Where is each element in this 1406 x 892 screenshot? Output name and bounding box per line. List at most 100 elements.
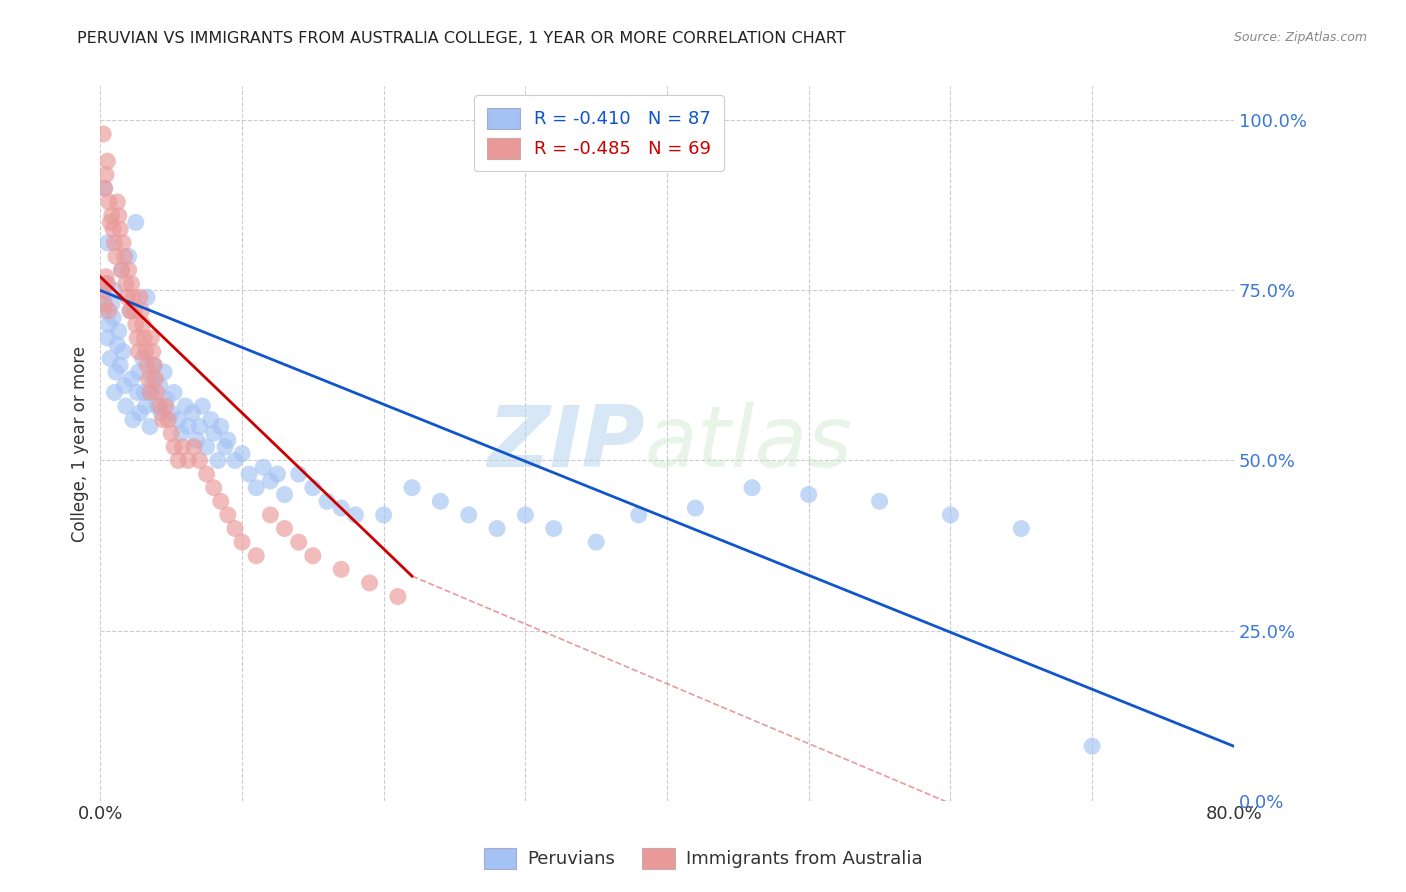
Point [97, 318, 120, 332]
Point [143, 358, 166, 372]
Point [104, 249, 127, 263]
Point [111, 235, 134, 250]
Point [273, 522, 295, 536]
Point [183, 440, 205, 454]
Point [135, 399, 157, 413]
Point [110, 263, 132, 277]
Point [330, 562, 353, 576]
Point [188, 419, 211, 434]
Point [132, 318, 155, 332]
Point [139, 385, 162, 400]
Point [287, 535, 309, 549]
Point [224, 453, 246, 467]
Point [104, 365, 127, 379]
Point [302, 481, 325, 495]
Point [121, 277, 143, 291]
Point [217, 433, 239, 447]
Point [245, 549, 267, 563]
Point [741, 481, 763, 495]
Point [486, 522, 509, 536]
Point [217, 508, 239, 522]
Point [103, 235, 125, 250]
Point [191, 399, 214, 413]
Point [142, 344, 165, 359]
Point [266, 467, 288, 482]
Text: atlas: atlas [644, 402, 852, 485]
Text: PERUVIAN VS IMMIGRANTS FROM AUSTRALIA COLLEGE, 1 YEAR OR MORE CORRELATION CHART: PERUVIAN VS IMMIGRANTS FROM AUSTRALIA CO… [77, 31, 846, 46]
Point [127, 385, 149, 400]
Point [209, 494, 232, 508]
Point [252, 460, 274, 475]
Point [134, 385, 156, 400]
Point [202, 426, 225, 441]
Point [209, 419, 232, 434]
Point [145, 372, 167, 386]
Point [103, 385, 125, 400]
Point [195, 440, 218, 454]
Point [373, 508, 395, 522]
Point [869, 494, 891, 508]
Point [429, 494, 451, 508]
Legend: Peruvians, Immigrants from Australia: Peruvians, Immigrants from Australia [477, 840, 929, 876]
Point [224, 522, 246, 536]
Point [107, 209, 129, 223]
Point [200, 412, 222, 426]
Point [214, 440, 236, 454]
Point [142, 372, 165, 386]
Point [146, 399, 169, 413]
Point [103, 284, 125, 298]
Point [160, 406, 183, 420]
Point [91, 284, 114, 298]
Point [188, 453, 211, 467]
Y-axis label: College, 1 year or more: College, 1 year or more [72, 345, 89, 541]
Text: ZIP: ZIP [486, 402, 644, 485]
Point [120, 303, 142, 318]
Point [1081, 739, 1104, 754]
Point [150, 406, 173, 420]
Point [105, 338, 128, 352]
Point [302, 549, 325, 563]
Point [273, 487, 295, 501]
Point [457, 508, 479, 522]
Point [259, 508, 281, 522]
Point [163, 440, 186, 454]
Point [105, 194, 128, 209]
Point [134, 331, 156, 345]
Point [110, 263, 132, 277]
Point [100, 209, 122, 223]
Point [93, 181, 115, 195]
Point [141, 331, 163, 345]
Point [135, 344, 157, 359]
Point [149, 399, 172, 413]
Point [627, 508, 650, 522]
Point [131, 303, 153, 318]
Point [96, 331, 118, 345]
Point [111, 344, 134, 359]
Point [170, 426, 193, 441]
Point [125, 318, 148, 332]
Point [152, 412, 174, 426]
Point [238, 467, 260, 482]
Point [939, 508, 962, 522]
Point [97, 303, 120, 318]
Point [117, 290, 139, 304]
Point [797, 487, 820, 501]
Point [127, 331, 149, 345]
Point [101, 222, 124, 236]
Point [136, 290, 159, 304]
Point [101, 310, 124, 325]
Point [128, 344, 150, 359]
Point [543, 522, 565, 536]
Text: Source: ZipAtlas.com: Source: ZipAtlas.com [1233, 31, 1367, 45]
Point [91, 290, 114, 304]
Point [515, 508, 537, 522]
Point [155, 399, 177, 413]
Point [202, 481, 225, 495]
Point [94, 277, 117, 291]
Point [177, 419, 200, 434]
Point [401, 481, 423, 495]
Point [128, 365, 150, 379]
Point [160, 426, 183, 441]
Point [685, 501, 707, 516]
Point [115, 277, 138, 291]
